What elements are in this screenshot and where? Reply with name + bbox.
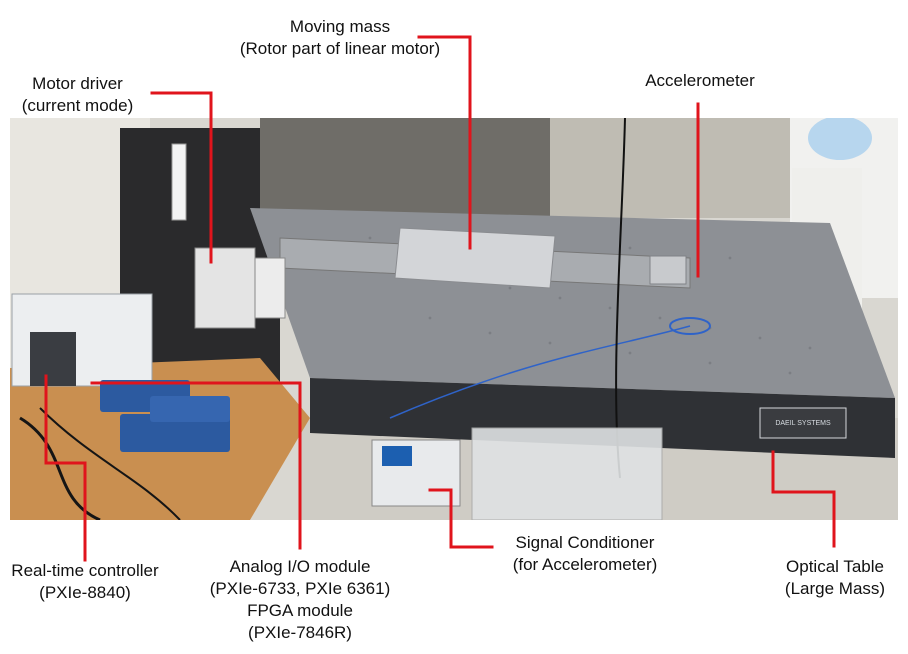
- label-moving-mass: Moving mass (Rotor part of linear motor): [150, 16, 530, 60]
- label-signal-conditioner: Signal Conditioner (for Accelerometer): [490, 532, 680, 576]
- label-fpga-title: FPGA module: [247, 601, 353, 620]
- storage-box: [471, 427, 663, 520]
- moving-mass-plate: [394, 227, 556, 289]
- label-signal-conditioner-sub: (for Accelerometer): [512, 555, 658, 574]
- label-optical-table-title: Optical Table: [786, 557, 884, 576]
- label-analog-io-sub: (PXIe-6733, PXIe 6361): [209, 579, 391, 598]
- label-realtime-controller-sub: (PXIe-8840): [39, 583, 131, 602]
- label-moving-mass-sub: (Rotor part of linear motor): [239, 39, 441, 58]
- lab-setup-photo: DAEIL SYSTEMS: [10, 118, 898, 520]
- accelerometer-block: [649, 255, 687, 285]
- optical-table-top: [250, 208, 895, 398]
- label-moving-mass-title: Moving mass: [289, 17, 391, 36]
- label-accelerometer-title: Accelerometer: [645, 71, 755, 90]
- table-brand-text: DAEIL SYSTEMS: [775, 420, 831, 427]
- label-optical-table: Optical Table (Large Mass): [768, 556, 902, 600]
- label-motor-driver-title: Motor driver: [32, 74, 123, 93]
- label-analog-io: Analog I/O module (PXIe-6733, PXIe 6361)…: [180, 556, 420, 644]
- label-motor-driver-sub: (current mode): [21, 96, 134, 115]
- label-signal-conditioner-title: Signal Conditioner: [515, 533, 655, 552]
- label-accelerometer: Accelerometer: [620, 70, 780, 92]
- label-realtime-controller: Real-time controller (PXIe-8840): [0, 560, 178, 604]
- label-realtime-controller-title: Real-time controller: [11, 561, 159, 580]
- label-optical-table-sub: (Large Mass): [784, 579, 886, 598]
- label-fpga-sub: (PXIe-7846R): [248, 623, 352, 642]
- label-analog-io-title: Analog I/O module: [229, 557, 371, 576]
- label-motor-driver: Motor driver (current mode): [0, 73, 155, 117]
- water-bottle: [808, 118, 872, 160]
- motor-driver-units: [194, 247, 256, 329]
- optical-table-side: [310, 378, 895, 458]
